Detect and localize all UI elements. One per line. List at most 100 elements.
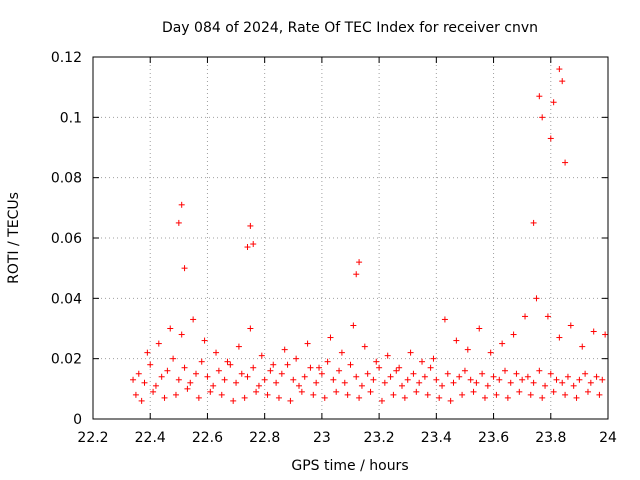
data-point xyxy=(318,370,325,377)
data-point xyxy=(250,364,257,371)
data-point xyxy=(370,376,377,383)
data-point xyxy=(456,373,463,380)
data-point xyxy=(487,349,494,356)
data-point xyxy=(273,379,280,386)
data-point xyxy=(321,394,328,401)
data-point xyxy=(135,370,142,377)
chart-title: Day 084 of 2024, Rate Of TEC Index for r… xyxy=(162,20,538,36)
data-point xyxy=(567,322,574,329)
data-point xyxy=(356,259,363,266)
data-point xyxy=(336,367,343,374)
data-point xyxy=(190,316,197,323)
data-point xyxy=(178,331,185,338)
data-point xyxy=(479,370,486,377)
data-point xyxy=(421,373,428,380)
y-tick-label: 0.04 xyxy=(51,291,82,307)
data-point xyxy=(167,325,174,332)
data-point xyxy=(556,66,563,73)
data-point xyxy=(250,241,257,248)
data-point xyxy=(193,370,199,377)
x-tick-label: 22.6 xyxy=(192,430,223,446)
data-point xyxy=(215,367,222,374)
data-point xyxy=(341,379,348,386)
data-point xyxy=(493,391,500,398)
data-point xyxy=(393,367,400,374)
data-point xyxy=(301,373,308,380)
data-point xyxy=(187,379,194,386)
data-point xyxy=(499,340,506,347)
data-point xyxy=(539,394,546,401)
data-point xyxy=(247,325,254,332)
data-point xyxy=(564,373,571,380)
data-point xyxy=(410,370,417,377)
y-tick-label: 0.08 xyxy=(51,171,82,187)
data-point xyxy=(247,222,254,229)
data-point xyxy=(296,382,302,389)
data-point xyxy=(344,391,351,398)
data-point xyxy=(539,114,546,121)
data-point xyxy=(307,364,314,371)
data-point xyxy=(138,397,145,404)
data-point xyxy=(476,325,483,332)
y-tick-label: 0.12 xyxy=(51,50,82,66)
data-point xyxy=(367,388,374,395)
data-point xyxy=(270,361,277,368)
data-point xyxy=(170,355,177,362)
data-point xyxy=(576,376,583,383)
data-point xyxy=(224,358,231,365)
x-tick-label: 22.4 xyxy=(135,430,166,446)
data-point xyxy=(399,382,405,389)
data-point xyxy=(510,331,517,338)
data-point xyxy=(327,334,334,341)
data-point xyxy=(530,219,537,226)
data-point xyxy=(158,373,165,380)
data-point xyxy=(253,388,260,395)
data-point xyxy=(427,364,434,371)
y-axis-label: ROTI / TECUs xyxy=(6,192,22,284)
data-point xyxy=(396,364,403,371)
data-point xyxy=(132,391,139,398)
data-point xyxy=(373,358,380,365)
data-point xyxy=(361,343,368,350)
data-point xyxy=(530,379,537,386)
data-point xyxy=(504,394,511,401)
x-tick-label: 22.2 xyxy=(77,430,108,446)
data-point xyxy=(401,394,408,401)
data-point xyxy=(201,337,208,344)
data-point xyxy=(587,379,594,386)
data-point xyxy=(556,334,563,341)
data-point xyxy=(550,388,557,395)
x-tick-label: 23.8 xyxy=(535,430,566,446)
data-point xyxy=(198,358,205,365)
y-tick-label: 0.06 xyxy=(51,231,82,247)
data-point xyxy=(413,388,420,395)
y-tick-label: 0 xyxy=(73,412,82,428)
data-point xyxy=(467,376,474,383)
data-point xyxy=(490,373,497,380)
data-point xyxy=(255,382,262,389)
data-point xyxy=(542,382,549,389)
data-point xyxy=(453,337,460,344)
data-point xyxy=(316,364,323,371)
data-point xyxy=(547,370,554,377)
x-tick-label: 24 xyxy=(599,430,617,446)
data-point xyxy=(550,99,557,106)
x-tick-label: 23.4 xyxy=(421,430,452,446)
data-point xyxy=(562,159,569,166)
data-point xyxy=(155,340,162,347)
data-point xyxy=(304,340,311,347)
data-point xyxy=(381,379,388,386)
data-point xyxy=(227,361,234,368)
data-point xyxy=(150,388,157,395)
y-tick-label: 0.1 xyxy=(60,110,82,126)
x-axis-label: GPS time / hours xyxy=(291,458,408,474)
x-tick-label: 23.2 xyxy=(364,430,395,446)
data-point xyxy=(324,358,331,365)
data-point xyxy=(204,373,211,380)
data-point xyxy=(147,361,154,368)
data-point xyxy=(390,391,397,398)
grid-lines xyxy=(93,57,608,419)
data-point xyxy=(570,382,577,389)
data-point xyxy=(290,376,297,383)
data-point xyxy=(433,376,440,383)
